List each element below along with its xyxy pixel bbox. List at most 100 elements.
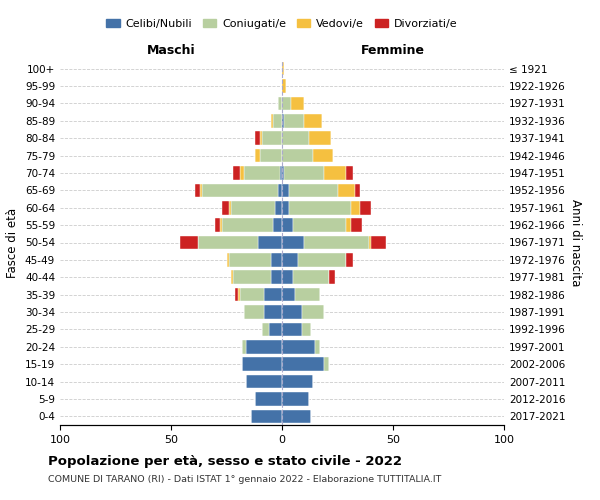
Bar (264, 288, 282, 302)
Bar (282, 114, 284, 128)
Bar (275, 201, 282, 214)
Bar (351, 201, 360, 214)
Bar (282, 236, 304, 250)
Bar (355, 184, 360, 197)
Bar (346, 166, 353, 180)
Bar (302, 305, 324, 319)
Bar (282, 166, 284, 180)
Bar (238, 288, 240, 302)
Bar (273, 218, 282, 232)
Bar (291, 96, 304, 110)
Bar (240, 166, 244, 180)
Bar (282, 358, 324, 371)
Bar (231, 201, 275, 214)
Bar (215, 218, 220, 232)
Bar (197, 236, 257, 250)
Bar (282, 132, 308, 145)
Bar (282, 149, 313, 162)
Bar (244, 166, 280, 180)
Bar (222, 218, 273, 232)
Bar (282, 322, 302, 336)
Bar (240, 288, 264, 302)
Bar (304, 236, 368, 250)
Bar (302, 322, 311, 336)
Bar (220, 218, 222, 232)
Bar (256, 392, 282, 406)
Bar (324, 358, 329, 371)
Bar (262, 132, 282, 145)
Bar (282, 253, 298, 266)
Bar (233, 270, 271, 284)
Bar (251, 410, 282, 423)
Bar (368, 236, 371, 250)
Bar (196, 184, 200, 197)
Bar (271, 114, 273, 128)
Bar (284, 166, 324, 180)
Bar (293, 270, 329, 284)
Bar (200, 184, 202, 197)
Bar (231, 270, 233, 284)
Bar (282, 270, 293, 284)
Bar (260, 149, 282, 162)
Bar (247, 340, 282, 353)
Bar (282, 305, 302, 319)
Bar (280, 166, 282, 180)
Bar (278, 96, 282, 110)
Bar (229, 201, 231, 214)
Bar (329, 270, 335, 284)
Bar (295, 288, 320, 302)
Bar (271, 270, 282, 284)
Y-axis label: Anni di nascita: Anni di nascita (569, 199, 582, 286)
Text: Maschi: Maschi (146, 44, 196, 57)
Bar (337, 184, 355, 197)
Bar (289, 184, 337, 197)
Bar (269, 322, 282, 336)
Bar (202, 184, 278, 197)
Bar (273, 114, 282, 128)
Bar (298, 253, 346, 266)
Bar (262, 322, 269, 336)
Text: COMUNE DI TARANO (RI) - Dati ISTAT 1° gennaio 2022 - Elaborazione TUTTITALIA.IT: COMUNE DI TARANO (RI) - Dati ISTAT 1° ge… (48, 475, 442, 484)
Bar (227, 253, 229, 266)
Bar (256, 132, 260, 145)
Bar (247, 375, 282, 388)
Legend: Celibi/Nubili, Coniugati/e, Vedovi/e, Divorziati/e: Celibi/Nubili, Coniugati/e, Vedovi/e, Di… (102, 14, 462, 34)
Bar (282, 80, 286, 93)
Bar (282, 288, 295, 302)
Bar (242, 358, 282, 371)
Bar (235, 288, 238, 302)
Bar (293, 218, 346, 232)
Y-axis label: Fasce di età: Fasce di età (7, 208, 19, 278)
Bar (282, 184, 289, 197)
Bar (346, 253, 353, 266)
Bar (346, 218, 351, 232)
Bar (371, 236, 386, 250)
Bar (316, 340, 320, 353)
Bar (282, 201, 289, 214)
Bar (257, 236, 282, 250)
Bar (284, 114, 304, 128)
Bar (271, 253, 282, 266)
Bar (278, 184, 282, 197)
Bar (313, 149, 333, 162)
Bar (360, 201, 371, 214)
Bar (282, 62, 284, 76)
Bar (256, 149, 260, 162)
Bar (242, 340, 247, 353)
Bar (264, 305, 282, 319)
Bar (351, 218, 362, 232)
Bar (222, 201, 229, 214)
Text: Femmine: Femmine (361, 44, 425, 57)
Bar (282, 340, 316, 353)
Bar (304, 114, 322, 128)
Bar (289, 201, 351, 214)
Text: Popolazione per età, sesso e stato civile - 2022: Popolazione per età, sesso e stato civil… (48, 455, 402, 468)
Bar (282, 218, 293, 232)
Bar (229, 253, 271, 266)
Bar (308, 132, 331, 145)
Bar (282, 392, 308, 406)
Bar (282, 96, 291, 110)
Bar (260, 132, 262, 145)
Bar (282, 375, 313, 388)
Bar (282, 410, 311, 423)
